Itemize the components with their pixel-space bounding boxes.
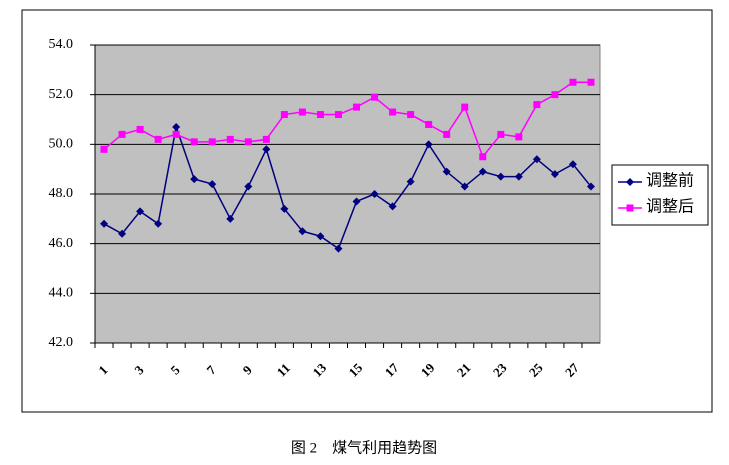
data-point xyxy=(136,125,144,133)
y-tick-label: 44.0 xyxy=(49,286,74,301)
data-point xyxy=(353,103,361,111)
data-point xyxy=(262,145,271,154)
data-point xyxy=(154,135,162,143)
data-point xyxy=(136,207,145,216)
data-point xyxy=(425,120,433,128)
caption: 图 2 煤气利用趋势图 xyxy=(291,439,437,456)
data-point xyxy=(550,170,559,179)
data-point xyxy=(244,138,252,146)
data-point xyxy=(443,130,451,138)
data-point xyxy=(244,182,253,191)
data-point xyxy=(226,214,235,223)
data-point xyxy=(389,108,397,116)
data-point xyxy=(533,101,541,109)
legend-marker xyxy=(626,178,634,186)
data-point xyxy=(479,153,487,161)
legend-label: 调整后 xyxy=(646,198,694,216)
data-point xyxy=(172,122,181,131)
data-point xyxy=(586,182,595,191)
data-point xyxy=(515,133,523,141)
data-point xyxy=(100,219,109,228)
data-point xyxy=(514,172,523,181)
data-point xyxy=(569,78,577,86)
data-point xyxy=(424,140,433,149)
data-point xyxy=(587,78,595,86)
data-point xyxy=(172,130,180,138)
data-point xyxy=(461,103,469,111)
data-point xyxy=(298,227,307,236)
data-point xyxy=(442,167,451,176)
data-point xyxy=(280,111,288,119)
data-point xyxy=(388,202,397,211)
data-point xyxy=(406,177,415,186)
data-point xyxy=(551,91,559,99)
data-point xyxy=(118,130,126,138)
data-point xyxy=(568,160,577,169)
data-point xyxy=(352,197,361,206)
y-tick-label: 42.0 xyxy=(49,335,74,350)
data-point xyxy=(262,135,270,143)
data-point xyxy=(334,244,343,253)
data-point xyxy=(478,167,487,176)
data-point xyxy=(371,93,379,101)
series-line xyxy=(103,81,591,159)
legend-label: 调整前 xyxy=(646,172,694,190)
y-tick-label: 54.0 xyxy=(49,37,74,52)
data-point xyxy=(334,111,342,119)
y-tick-label: 52.0 xyxy=(49,87,74,102)
data-point xyxy=(154,219,163,228)
y-tick-label: 48.0 xyxy=(49,186,74,201)
data-point xyxy=(532,155,541,164)
data-point xyxy=(226,135,234,143)
series-line xyxy=(103,124,592,250)
data-point xyxy=(190,138,198,146)
data-point xyxy=(496,172,505,181)
data-point xyxy=(497,130,505,138)
y-tick-label: 50.0 xyxy=(49,137,74,152)
legend-marker xyxy=(626,204,634,212)
legend-box xyxy=(611,164,709,226)
data-point xyxy=(118,229,127,238)
data-point xyxy=(316,111,324,119)
data-point xyxy=(298,108,306,116)
data-point xyxy=(407,111,415,119)
data-point xyxy=(190,175,199,184)
data-point xyxy=(208,138,216,146)
data-point xyxy=(280,204,289,213)
data-point xyxy=(370,190,379,198)
y-tick-label: 46.0 xyxy=(49,236,74,251)
data-point xyxy=(100,145,108,153)
data-point xyxy=(208,180,217,189)
data-point xyxy=(460,182,469,191)
data-point xyxy=(316,232,325,241)
